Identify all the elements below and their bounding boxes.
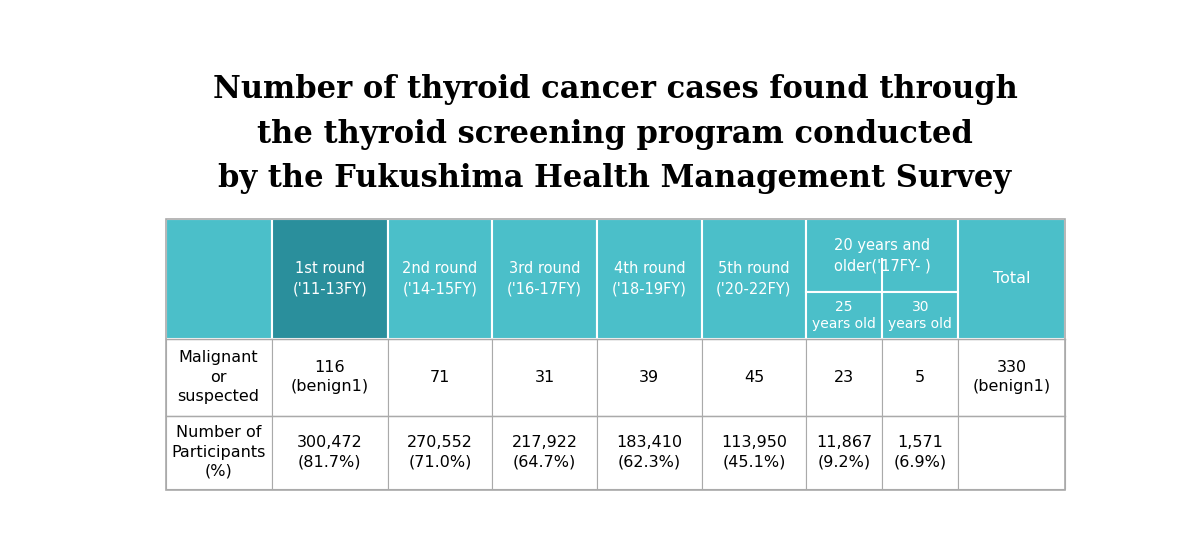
Bar	[806, 219, 959, 292]
Text: Number of thyroid cancer cases found through
the thyroid screening program condu: Number of thyroid cancer cases found thr…	[212, 75, 1018, 194]
Text: Total: Total	[992, 271, 1030, 286]
Bar	[166, 415, 271, 489]
Bar	[702, 415, 806, 489]
Text: 3rd round
('16-17FY): 3rd round ('16-17FY)	[508, 261, 582, 297]
Bar	[882, 339, 959, 415]
Bar	[882, 415, 959, 489]
Text: 45: 45	[744, 370, 764, 385]
Bar	[598, 219, 702, 339]
Bar	[959, 219, 1064, 339]
Text: 11,867
(9.2%): 11,867 (9.2%)	[816, 435, 872, 469]
Text: 330
(benign1): 330 (benign1)	[972, 360, 1050, 394]
Bar	[598, 339, 702, 415]
Bar	[271, 415, 388, 489]
Text: 116
(benign1): 116 (benign1)	[290, 360, 368, 394]
Text: 25
years old: 25 years old	[812, 300, 876, 331]
Bar	[166, 219, 271, 339]
Text: 20 years and
older('17FY- ): 20 years and older('17FY- )	[834, 239, 931, 273]
Text: 71: 71	[430, 370, 450, 385]
Bar	[492, 339, 598, 415]
Text: 113,950
(45.1%): 113,950 (45.1%)	[721, 435, 787, 469]
Bar	[959, 339, 1064, 415]
Bar	[702, 219, 806, 339]
Text: 2nd round
('14-15FY): 2nd round ('14-15FY)	[402, 261, 478, 297]
Text: 23: 23	[834, 370, 854, 385]
Bar	[959, 415, 1064, 489]
Bar	[166, 219, 1064, 490]
Bar	[806, 415, 882, 489]
Bar	[598, 415, 702, 489]
Bar	[492, 219, 598, 339]
Bar	[492, 415, 598, 489]
Bar	[388, 339, 492, 415]
Bar	[388, 219, 492, 339]
Bar	[166, 339, 271, 415]
Text: 300,472
(81.7%): 300,472 (81.7%)	[296, 435, 362, 469]
Bar	[702, 339, 806, 415]
Text: 217,922
(64.7%): 217,922 (64.7%)	[511, 435, 577, 469]
Text: 183,410
(62.3%): 183,410 (62.3%)	[617, 435, 683, 469]
Text: 31: 31	[534, 370, 554, 385]
Text: 4th round
('18-19FY): 4th round ('18-19FY)	[612, 261, 686, 297]
Text: Malignant
or
suspected: Malignant or suspected	[178, 350, 259, 404]
Bar	[388, 415, 492, 489]
Bar	[806, 292, 882, 339]
Text: 1st round
('11-13FY): 1st round ('11-13FY)	[293, 261, 367, 297]
Text: 30
years old: 30 years old	[888, 300, 952, 331]
Text: 5: 5	[916, 370, 925, 385]
Text: 5th round
('20-22FY): 5th round ('20-22FY)	[716, 261, 792, 297]
Text: Number of
Participants
(%): Number of Participants (%)	[172, 425, 266, 479]
Bar	[271, 339, 388, 415]
Bar	[882, 292, 959, 339]
Bar	[806, 339, 882, 415]
Text: 39: 39	[640, 370, 659, 385]
Bar	[271, 219, 388, 339]
Text: 270,552
(71.0%): 270,552 (71.0%)	[407, 435, 473, 469]
Text: 1,571
(6.9%): 1,571 (6.9%)	[894, 435, 947, 469]
